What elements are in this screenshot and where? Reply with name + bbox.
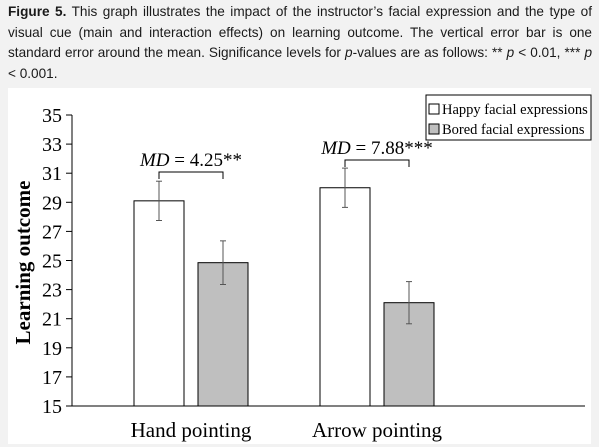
md-value: = 4.25** <box>170 150 242 171</box>
y-axis-title: Learning outcome <box>11 181 35 345</box>
md-label: MD <box>320 138 351 159</box>
y-tick-label: 27 <box>42 221 62 243</box>
legend-swatch <box>428 103 440 115</box>
caption-text-4: < 0.001. <box>8 65 58 81</box>
figure-label: Figure 5. <box>8 4 67 19</box>
legend-label: Bored facial expressions <box>442 122 585 138</box>
significance-bracket <box>158 171 224 179</box>
caption-text-1: This graph illustrates the impact of the… <box>8 4 592 60</box>
md-annotation: MD = 4.25** <box>139 150 242 171</box>
y-tick-label: 31 <box>42 163 62 185</box>
chart-panel <box>8 88 591 444</box>
y-tick-label: 23 <box>42 280 62 302</box>
legend-swatch <box>428 123 440 135</box>
y-tick-label: 29 <box>42 192 62 214</box>
y-tick-label: 33 <box>42 134 62 156</box>
caption-p-3: p <box>584 45 592 60</box>
md-annotation: MD = 7.88*** <box>320 138 433 159</box>
y-tick-label: 35 <box>42 105 62 127</box>
x-category-label: Hand pointing <box>131 418 252 442</box>
caption-p-1: p <box>345 45 353 60</box>
y-tick-label: 19 <box>42 338 62 360</box>
legend-box <box>425 94 592 141</box>
figure-caption: Figure 5. This graph illustrates the imp… <box>8 2 592 84</box>
x-category-label: Arrow pointing <box>312 418 443 442</box>
bar <box>197 262 249 407</box>
caption-text-3: < 0.01, *** <box>514 45 585 60</box>
md-label: MD <box>139 150 170 171</box>
caption-text-2: -values are as follows: ** <box>352 45 507 60</box>
y-tick-label: 25 <box>42 251 62 273</box>
significance-bracket <box>344 159 410 167</box>
caption-p-2: p <box>506 45 515 60</box>
bar <box>319 187 371 407</box>
legend-label: Happy facial expressions <box>442 102 588 118</box>
y-tick-label: 15 <box>42 396 62 418</box>
y-tick-label: 21 <box>42 309 62 331</box>
y-tick-label: 17 <box>42 367 62 389</box>
md-value: = 7.88*** <box>351 138 433 159</box>
bar <box>133 200 185 407</box>
